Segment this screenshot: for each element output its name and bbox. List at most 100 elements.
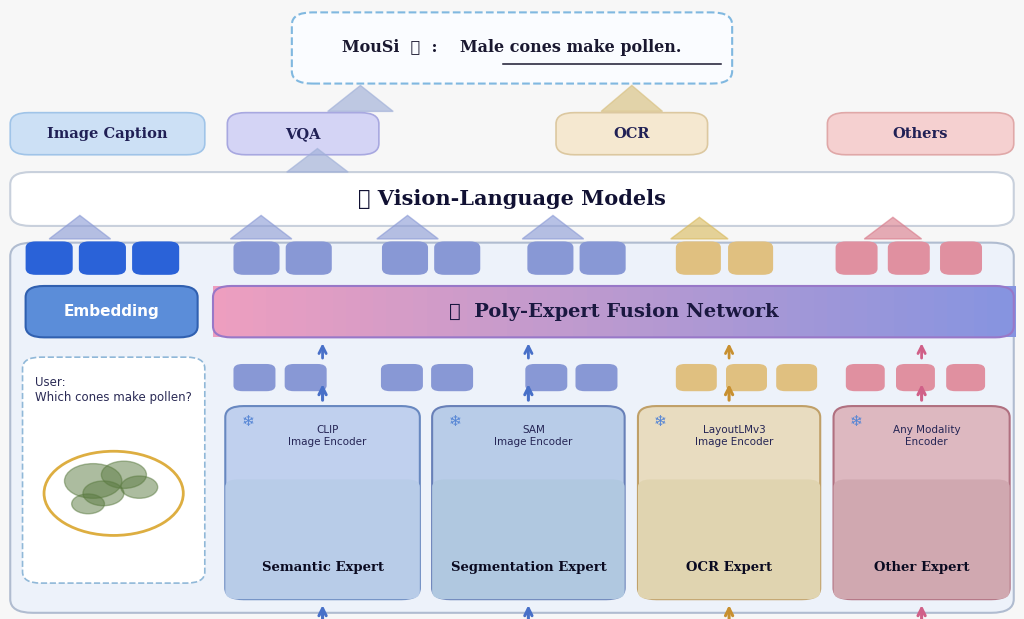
Bar [947, 286, 963, 337]
Bar [1000, 286, 1016, 337]
FancyBboxPatch shape [432, 406, 625, 599]
Text: OCR Expert: OCR Expert [686, 560, 772, 574]
FancyBboxPatch shape [834, 406, 1010, 599]
FancyBboxPatch shape [285, 364, 327, 391]
Text: ❄: ❄ [850, 414, 862, 429]
FancyBboxPatch shape [888, 241, 930, 275]
FancyBboxPatch shape [225, 406, 420, 599]
Bar [547, 286, 562, 337]
Polygon shape [864, 217, 922, 239]
Bar [306, 286, 322, 337]
FancyBboxPatch shape [434, 241, 480, 275]
Bar [974, 286, 989, 337]
Bar [786, 286, 802, 337]
Bar [293, 286, 308, 337]
Bar [827, 286, 843, 337]
FancyBboxPatch shape [846, 364, 885, 391]
Bar [346, 286, 361, 337]
Text: Any Modality
Encoder: Any Modality Encoder [893, 425, 961, 446]
Bar [720, 286, 735, 337]
Bar [854, 286, 869, 337]
Bar [760, 286, 775, 337]
Bar [560, 286, 575, 337]
Bar [413, 286, 429, 337]
Bar [333, 286, 348, 337]
Circle shape [65, 464, 122, 498]
FancyBboxPatch shape [580, 241, 626, 275]
Bar [280, 286, 295, 337]
Bar [319, 286, 335, 337]
FancyBboxPatch shape [638, 406, 820, 599]
Polygon shape [49, 215, 111, 239]
Bar [587, 286, 602, 337]
Bar [653, 286, 669, 337]
Bar [266, 286, 282, 337]
Bar [680, 286, 695, 337]
Bar [961, 286, 976, 337]
FancyBboxPatch shape [225, 480, 420, 599]
Bar [440, 286, 456, 337]
Bar [454, 286, 469, 337]
FancyBboxPatch shape [638, 480, 820, 599]
Bar [667, 286, 682, 337]
Text: Segmentation Expert: Segmentation Expert [451, 560, 606, 574]
Text: Embedding: Embedding [63, 304, 160, 319]
FancyBboxPatch shape [286, 241, 332, 275]
Bar [373, 286, 388, 337]
Bar [399, 286, 416, 337]
Bar [534, 286, 549, 337]
Text: ❄: ❄ [449, 414, 461, 429]
Bar [921, 286, 936, 337]
FancyBboxPatch shape [79, 241, 126, 275]
Bar [600, 286, 615, 337]
Text: SAM
Image Encoder: SAM Image Encoder [495, 425, 572, 446]
Circle shape [83, 481, 124, 506]
FancyBboxPatch shape [292, 12, 732, 84]
FancyBboxPatch shape [728, 241, 773, 275]
FancyBboxPatch shape [575, 364, 617, 391]
Bar [800, 286, 815, 337]
Bar [907, 286, 923, 337]
Bar [480, 286, 496, 337]
Bar [573, 286, 589, 337]
Bar [934, 286, 949, 337]
Bar [627, 286, 642, 337]
FancyBboxPatch shape [381, 364, 423, 391]
FancyBboxPatch shape [233, 364, 275, 391]
FancyBboxPatch shape [26, 286, 198, 337]
FancyBboxPatch shape [556, 113, 708, 155]
FancyBboxPatch shape [836, 241, 878, 275]
Circle shape [72, 494, 104, 514]
Bar [733, 286, 749, 337]
Polygon shape [377, 215, 438, 239]
Text: Image Caption: Image Caption [47, 127, 168, 141]
FancyBboxPatch shape [10, 113, 205, 155]
Bar [640, 286, 655, 337]
Text: CLIP
Image Encoder: CLIP Image Encoder [289, 425, 367, 446]
FancyBboxPatch shape [23, 357, 205, 583]
FancyBboxPatch shape [827, 113, 1014, 155]
Bar [427, 286, 442, 337]
FancyBboxPatch shape [676, 364, 717, 391]
Polygon shape [328, 85, 393, 111]
Text: Semantic Expert: Semantic Expert [261, 560, 384, 574]
FancyBboxPatch shape [527, 241, 573, 275]
Bar [359, 286, 375, 337]
Text: 🔥 Vision-Language Models: 🔥 Vision-Language Models [358, 189, 666, 209]
FancyBboxPatch shape [834, 480, 1010, 599]
Bar [841, 286, 856, 337]
FancyBboxPatch shape [525, 364, 567, 391]
FancyBboxPatch shape [776, 364, 817, 391]
FancyBboxPatch shape [431, 364, 473, 391]
Text: VQA: VQA [286, 127, 321, 141]
Polygon shape [671, 217, 728, 239]
Bar [613, 286, 629, 337]
FancyBboxPatch shape [432, 480, 625, 599]
Polygon shape [287, 149, 348, 172]
Bar [253, 286, 268, 337]
Bar [987, 286, 1002, 337]
FancyBboxPatch shape [946, 364, 985, 391]
Bar [773, 286, 788, 337]
Bar [746, 286, 762, 337]
FancyBboxPatch shape [896, 364, 935, 391]
